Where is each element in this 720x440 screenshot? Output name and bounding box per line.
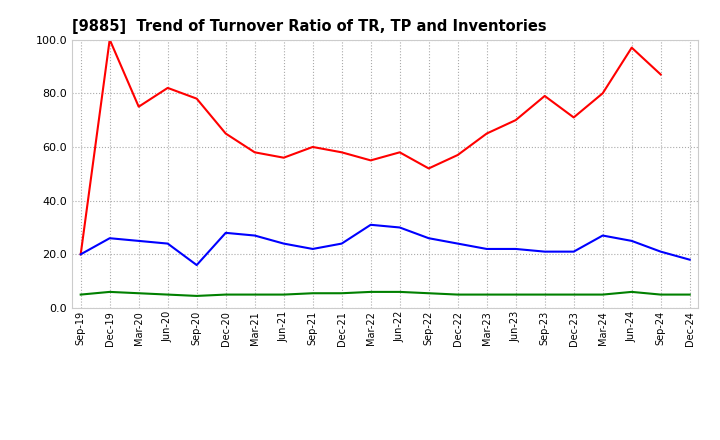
Trade Receivables <box>366 158 375 163</box>
Inventories <box>482 292 491 297</box>
Inventories <box>192 293 201 299</box>
Inventories <box>424 290 433 296</box>
Trade Payables <box>570 249 578 254</box>
Trade Receivables <box>251 150 259 155</box>
Trade Receivables <box>308 144 317 150</box>
Line: Trade Receivables: Trade Receivables <box>81 40 661 254</box>
Trade Payables <box>657 249 665 254</box>
Trade Payables <box>395 225 404 230</box>
Trade Receivables <box>221 131 230 136</box>
Trade Receivables <box>76 252 85 257</box>
Inventories <box>598 292 607 297</box>
Inventories <box>395 289 404 294</box>
Trade Payables <box>685 257 694 262</box>
Inventories <box>105 289 114 294</box>
Trade Receivables <box>482 131 491 136</box>
Trade Payables <box>135 238 143 244</box>
Trade Payables <box>192 262 201 268</box>
Trade Payables <box>482 246 491 252</box>
Trade Receivables <box>279 155 288 160</box>
Trade Payables <box>366 222 375 227</box>
Inventories <box>511 292 520 297</box>
Trade Payables <box>541 249 549 254</box>
Inventories <box>251 292 259 297</box>
Trade Payables <box>454 241 462 246</box>
Trade Receivables <box>541 93 549 99</box>
Trade Payables <box>251 233 259 238</box>
Inventories <box>279 292 288 297</box>
Trade Payables <box>76 252 85 257</box>
Trade Payables <box>308 246 317 252</box>
Trade Receivables <box>424 166 433 171</box>
Trade Payables <box>221 230 230 235</box>
Trade Receivables <box>105 37 114 42</box>
Text: [9885]  Trend of Turnover Ratio of TR, TP and Inventories: [9885] Trend of Turnover Ratio of TR, TP… <box>72 19 546 34</box>
Inventories <box>308 290 317 296</box>
Trade Payables <box>105 235 114 241</box>
Trade Receivables <box>338 150 346 155</box>
Inventories <box>76 292 85 297</box>
Inventories <box>685 292 694 297</box>
Trade Receivables <box>598 91 607 96</box>
Line: Trade Payables: Trade Payables <box>81 225 690 265</box>
Trade Payables <box>511 246 520 252</box>
Trade Receivables <box>454 152 462 158</box>
Inventories <box>541 292 549 297</box>
Inventories <box>657 292 665 297</box>
Trade Payables <box>163 241 172 246</box>
Trade Receivables <box>192 96 201 101</box>
Trade Payables <box>338 241 346 246</box>
Trade Receivables <box>570 115 578 120</box>
Trade Payables <box>627 238 636 244</box>
Inventories <box>627 289 636 294</box>
Trade Receivables <box>511 117 520 123</box>
Trade Receivables <box>163 85 172 91</box>
Inventories <box>163 292 172 297</box>
Trade Receivables <box>657 72 665 77</box>
Trade Receivables <box>627 45 636 50</box>
Line: Inventories: Inventories <box>81 292 690 296</box>
Inventories <box>338 290 346 296</box>
Inventories <box>454 292 462 297</box>
Trade Payables <box>279 241 288 246</box>
Trade Payables <box>598 233 607 238</box>
Inventories <box>221 292 230 297</box>
Inventories <box>570 292 578 297</box>
Inventories <box>135 290 143 296</box>
Trade Receivables <box>395 150 404 155</box>
Inventories <box>366 289 375 294</box>
Trade Payables <box>424 235 433 241</box>
Trade Receivables <box>135 104 143 109</box>
